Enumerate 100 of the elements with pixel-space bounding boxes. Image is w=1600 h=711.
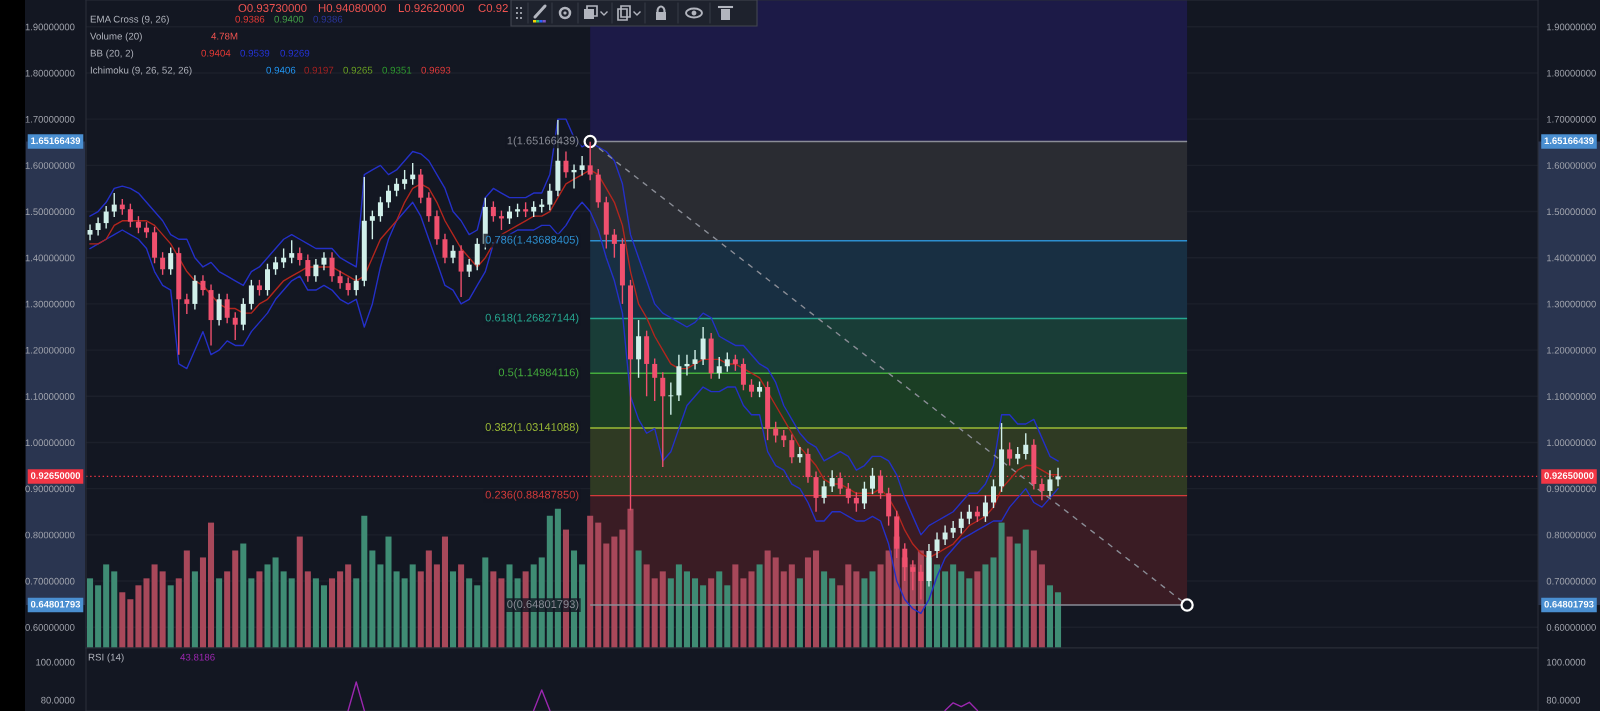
candlestick	[547, 183, 553, 211]
y-tick-label: 0.60000000	[25, 624, 75, 631]
annotation: L0.92620000	[398, 3, 465, 13]
annotation: 4.78M	[211, 32, 238, 40]
bar	[587, 515, 594, 648]
bar	[433, 564, 440, 648]
candlestick	[821, 480, 827, 505]
candlestick	[490, 200, 496, 223]
bar	[756, 564, 763, 648]
y-tick-label: 1.60000000	[25, 162, 75, 169]
annotation: 0.9265	[343, 66, 373, 74]
bar	[603, 543, 610, 648]
candlestick	[87, 223, 93, 241]
candlestick	[224, 293, 230, 325]
bar	[482, 557, 489, 648]
candlestick	[313, 258, 319, 283]
bar	[950, 564, 957, 648]
bar	[635, 550, 642, 648]
y2-tick-label: 0.60000000	[1546, 624, 1596, 631]
candlestick	[265, 263, 270, 297]
bar	[224, 571, 231, 648]
bar	[151, 564, 158, 648]
y-tick-label: 80.0000	[41, 696, 75, 704]
bar	[716, 571, 723, 648]
bar	[829, 578, 836, 648]
bar	[974, 571, 981, 648]
bar	[619, 529, 626, 648]
bar	[143, 578, 150, 648]
y2-tick-label: 1.60000000	[1547, 162, 1596, 169]
candlestick	[394, 177, 400, 197]
bar	[377, 564, 384, 648]
text: 0.64801793	[1544, 600, 1594, 608]
bar	[466, 578, 473, 648]
bar	[458, 564, 465, 648]
bar	[304, 571, 311, 648]
y2-tick-label: 1.00000000	[1547, 439, 1596, 446]
candlestick	[845, 482, 851, 505]
bar	[780, 571, 787, 648]
annotation: 0.9539	[240, 49, 270, 57]
candlestick	[434, 209, 440, 246]
bar	[595, 522, 602, 648]
bar	[934, 564, 941, 648]
bar	[1014, 543, 1021, 648]
ref-line-label: 0.92650000	[30, 472, 81, 479]
bar	[256, 571, 263, 648]
bar	[498, 578, 505, 648]
candlestick	[773, 420, 779, 444]
annotation: 0.9400	[274, 15, 304, 23]
y2-tick-label: 1.50000000	[1547, 208, 1596, 216]
bar	[869, 571, 876, 648]
bar	[393, 571, 400, 648]
candlestick	[474, 237, 480, 271]
bar	[425, 550, 432, 648]
bar	[627, 508, 634, 648]
bar	[312, 578, 319, 648]
ref-line-label: 0.618(1.26827144)	[485, 313, 579, 324]
bar	[369, 550, 376, 648]
candlestick	[426, 191, 432, 223]
candlestick	[95, 216, 101, 237]
candlestick	[458, 244, 464, 298]
annotation: 0.9269	[280, 49, 310, 57]
bar	[692, 578, 699, 648]
candlestick	[450, 244, 456, 264]
bar	[175, 578, 182, 648]
annotation: 0.9386	[313, 15, 343, 23]
text: 0.92650000	[1544, 472, 1594, 479]
candlestick	[216, 293, 222, 327]
y2-tick-label: 0.70000000	[1546, 577, 1596, 585]
candlestick	[127, 202, 133, 228]
annotation: 0.9351	[382, 66, 412, 74]
y-tick-label: 100.0000	[36, 658, 75, 666]
annotation: 0.9693	[421, 66, 451, 74]
candlestick	[934, 531, 940, 559]
candlestick	[660, 371, 666, 468]
bar	[417, 571, 424, 648]
bar	[643, 564, 650, 648]
bar	[329, 578, 336, 648]
annotation: 43.8186	[180, 653, 215, 661]
candlestick	[579, 155, 585, 177]
bar	[474, 585, 481, 648]
line-series	[89, 201, 1059, 615]
candlestick	[1055, 467, 1061, 488]
bar	[337, 571, 344, 648]
candlestick	[321, 251, 327, 271]
bar	[958, 571, 965, 648]
candlestick	[442, 233, 448, 264]
bar	[700, 585, 707, 648]
y-tick-label: 1.80000000	[25, 69, 75, 77]
candlestick	[1023, 432, 1029, 461]
bar	[708, 578, 715, 648]
y2-tick-label: 1.40000000	[1547, 254, 1596, 262]
y-tick-label: 1.30000000	[25, 300, 75, 308]
candlestick	[950, 520, 956, 539]
bar	[942, 571, 949, 648]
candlestick	[1007, 441, 1013, 467]
candlestick	[958, 511, 964, 535]
candlestick	[636, 319, 642, 379]
candlestick	[749, 378, 754, 398]
candlestick	[337, 269, 343, 290]
bar	[345, 564, 352, 648]
